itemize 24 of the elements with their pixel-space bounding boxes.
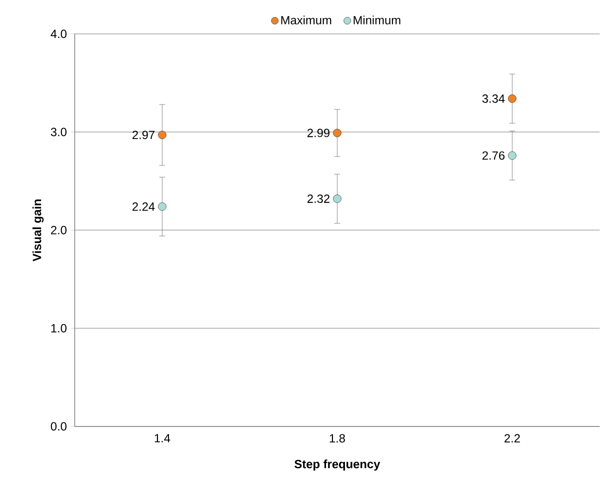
y-tick-label: 1.0 <box>51 324 67 332</box>
legend-label: Maximum <box>281 16 332 24</box>
y-axis-title: Visual gain <box>32 199 44 262</box>
point <box>158 202 166 211</box>
point <box>333 194 342 203</box>
x-tick-label: 1.4 <box>154 434 170 442</box>
data-label: 2.24 <box>132 202 155 211</box>
data-label: 2.99 <box>307 128 330 138</box>
point <box>158 130 166 140</box>
y-tick-label: 3.0 <box>50 128 67 136</box>
legend-label: Minimum <box>354 16 400 24</box>
point <box>508 94 516 103</box>
y-tick-label: 2.0 <box>51 226 67 234</box>
x-tick-label: 1.8 <box>330 434 345 442</box>
x-axis-title: Step frequency <box>294 459 380 471</box>
x-tick-label: 2.2 <box>504 434 520 442</box>
point <box>508 151 516 160</box>
y-tick-label: 0.0 <box>50 422 67 430</box>
data-label: 2.76 <box>482 151 505 160</box>
data-label: 2.97 <box>132 130 154 140</box>
data-label: 3.34 <box>482 94 505 103</box>
data-label: 2.32 <box>307 194 330 203</box>
point <box>333 128 342 138</box>
y-tick-label: 4.0 <box>50 30 67 38</box>
